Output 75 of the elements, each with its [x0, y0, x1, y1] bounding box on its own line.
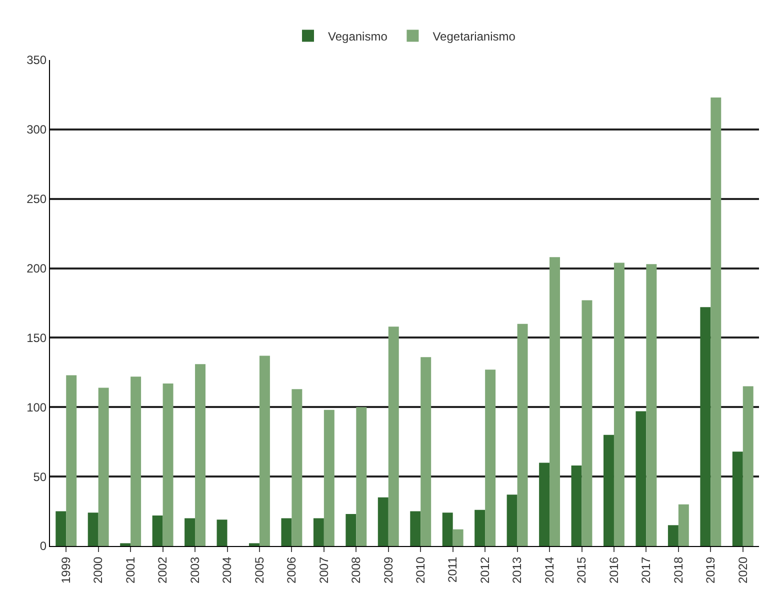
x-tick-label: 2009 — [381, 556, 396, 584]
bar — [614, 262, 624, 546]
x-tick-label: 2019 — [704, 556, 718, 584]
y-tick-label: 350 — [26, 53, 47, 68]
bar — [539, 462, 550, 546]
x-tick-label: 2012 — [478, 556, 492, 584]
y-tick-label: 100 — [26, 400, 47, 414]
bar — [636, 411, 646, 546]
bar — [162, 384, 174, 546]
x-tick-label: 1999 — [59, 556, 74, 584]
bar — [66, 375, 77, 546]
bar — [474, 510, 486, 546]
x-tick-label: 2008 — [349, 556, 364, 584]
bar — [517, 324, 528, 546]
x-tick-label: 2000 — [91, 556, 106, 584]
bar — [388, 326, 399, 546]
bar — [410, 511, 421, 546]
x-tick-label: 2007 — [316, 556, 331, 584]
x-tick-label: 2018 — [671, 556, 686, 584]
x-tick-label: 2015 — [574, 556, 589, 584]
bar — [56, 511, 66, 546]
bar — [442, 512, 453, 546]
bar — [216, 520, 228, 546]
bar — [281, 518, 292, 546]
bar — [571, 465, 582, 546]
bar — [130, 376, 142, 546]
bar — [485, 370, 496, 546]
bar — [550, 257, 560, 546]
x-tick-label: 2002 — [156, 556, 170, 584]
bar — [582, 300, 592, 546]
x-tick-label: 2004 — [220, 556, 234, 584]
bar — [710, 97, 722, 546]
bar — [420, 357, 432, 546]
bar — [152, 515, 163, 546]
bar — [98, 388, 109, 546]
bar — [346, 514, 356, 546]
x-tick-label: 2017 — [639, 556, 654, 584]
bar — [120, 543, 131, 546]
x-tick-label: 2010 — [414, 556, 428, 584]
bar — [506, 494, 518, 546]
legend-label: Vegetarianismo — [432, 29, 516, 44]
bar — [195, 364, 206, 546]
bar — [184, 518, 196, 546]
y-tick-label: 50 — [33, 470, 47, 484]
bar — [742, 386, 754, 546]
bar — [732, 452, 743, 546]
bar — [259, 356, 270, 546]
y-tick-label: 300 — [26, 122, 47, 137]
bar — [668, 525, 678, 546]
x-tick-label: 2013 — [510, 556, 524, 584]
x-tick-label: 2005 — [252, 556, 266, 584]
bar — [249, 543, 260, 546]
bar — [324, 410, 334, 546]
y-tick-label: 150 — [26, 330, 47, 345]
bar — [646, 264, 657, 546]
bar — [678, 504, 689, 546]
bar — [292, 389, 302, 546]
y-tick-label: 250 — [26, 192, 47, 206]
x-tick-label: 2014 — [542, 556, 556, 584]
x-tick-label: 2020 — [736, 556, 750, 584]
y-tick-label: 0 — [40, 539, 47, 554]
bar — [88, 512, 98, 546]
bar — [378, 497, 388, 546]
x-tick-label: 2016 — [606, 556, 621, 584]
bar — [356, 407, 367, 546]
bar — [452, 529, 464, 546]
x-tick-label: 2011 — [446, 556, 460, 583]
legend-label: Veganismo — [328, 29, 388, 44]
y-tick-label: 200 — [26, 261, 47, 276]
x-tick-label: 2003 — [188, 556, 202, 584]
bar — [700, 307, 711, 546]
bar — [604, 434, 614, 546]
bar — [313, 518, 324, 546]
x-tick-label: 2006 — [284, 556, 299, 584]
x-tick-label: 2001 — [123, 556, 138, 584]
